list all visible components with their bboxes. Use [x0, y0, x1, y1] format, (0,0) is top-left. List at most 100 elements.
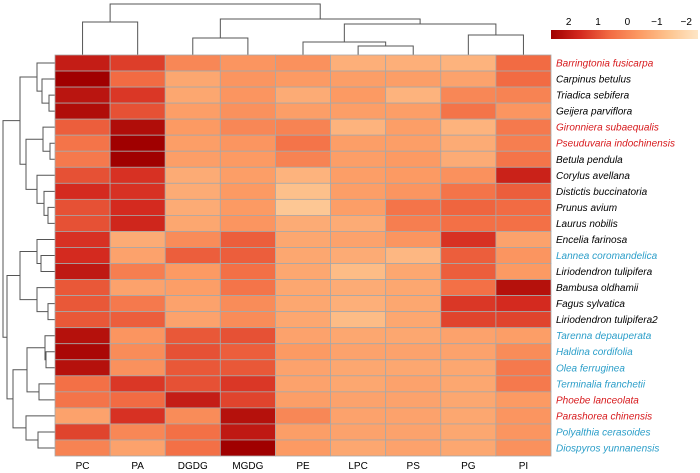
heatmap-cell [385, 343, 442, 361]
heatmap-cell [219, 102, 276, 120]
row-label: Olea ferruginea [556, 363, 625, 374]
heatmap-cell [330, 86, 387, 104]
heatmap-cell [275, 327, 331, 345]
heatmap-cell [219, 391, 276, 409]
heatmap-cell [275, 118, 331, 136]
heatmap-cell [385, 439, 442, 457]
row-label: Tarenna depauperata [556, 331, 652, 342]
column-label: PE [296, 461, 310, 472]
heatmap-cell [219, 134, 276, 152]
heatmap-cell [275, 214, 331, 232]
heatmap-cell [440, 182, 497, 200]
heatmap-cell [219, 263, 276, 280]
row-label: Betula pendula [556, 155, 623, 166]
heatmap-cell [164, 295, 221, 313]
row-label: Bambusa oldhamii [556, 283, 639, 294]
heatmap-cell [219, 247, 276, 264]
heatmap-cell [164, 423, 221, 441]
heatmap-cell [440, 102, 497, 120]
dendrogram-branch [43, 190, 55, 216]
heatmap-cell [330, 102, 387, 120]
heatmap-cell [219, 231, 276, 248]
legend-tick-label: 0 [625, 17, 631, 28]
dendrogram-branch [25, 415, 55, 441]
heatmap-cell [330, 134, 387, 152]
heatmap-cell [385, 311, 442, 329]
heatmap-cell [495, 423, 552, 441]
heatmap-cell [109, 182, 166, 200]
heatmap-cell [109, 295, 166, 313]
heatmap-cell [385, 423, 442, 441]
column-label: PA [131, 461, 144, 472]
heatmap-cell [219, 198, 276, 216]
row-label: Parashorea chinensis [556, 411, 652, 422]
heatmap-cell [275, 70, 331, 88]
heatmap-cell [219, 214, 276, 232]
heatmap-cell [219, 279, 276, 296]
row-label: Haldina cordifolia [556, 347, 633, 358]
row-labels: Barringtonia fusicarpa Carpinus betulus Tr… [556, 59, 675, 455]
heatmap-cell [385, 150, 442, 168]
heatmap-cell [440, 118, 497, 136]
heatmap-cell [330, 375, 387, 393]
row-label: Carpinus betulus [556, 75, 631, 86]
heatmap-cell [109, 407, 166, 425]
heatmap-cell [54, 311, 111, 329]
heatmap-cell [54, 118, 111, 136]
heatmap-cell [54, 247, 111, 264]
heatmap-cell [385, 134, 442, 152]
heatmap-cell [330, 407, 387, 425]
heatmap-cell [109, 118, 166, 136]
row-label: Polyalthia cerasoides [556, 427, 651, 438]
heatmap-cell [275, 54, 331, 72]
heatmap-cell [275, 295, 331, 313]
heatmap-cell [54, 295, 111, 313]
heatmap-cell [275, 391, 331, 409]
heatmap-cell [164, 134, 221, 152]
heatmap-cell [109, 166, 166, 184]
heatmap-cell [219, 327, 276, 345]
heatmap-cell [219, 359, 276, 377]
heatmap-cell [275, 311, 331, 329]
heatmap-cell [330, 359, 387, 377]
heatmap-cell [385, 70, 442, 88]
row-label: Prunus avium [556, 203, 617, 214]
dendrogram-branch [25, 138, 43, 190]
dendrogram-branch [37, 431, 55, 449]
heatmap-cell [54, 279, 111, 296]
heatmap-cell [54, 439, 111, 457]
heatmap-cell [109, 231, 166, 248]
dendrogram-branch [219, 18, 421, 38]
heatmap-cell [495, 391, 552, 409]
heatmap-cell [440, 166, 497, 184]
legend-tick-label: 1 [595, 17, 601, 28]
heatmap-cell [164, 343, 221, 361]
heatmap-cell [495, 263, 552, 280]
heatmap-cell [164, 279, 221, 296]
heatmap-cell [109, 263, 166, 280]
heatmap-cell [495, 198, 552, 216]
legend-tick-label: 2 [566, 17, 572, 28]
dendrogram-branch [19, 76, 37, 165]
heatmap-cell [495, 70, 552, 88]
heatmap-cell [54, 391, 111, 409]
heatmap-cell [440, 134, 497, 152]
heatmap-cell [109, 327, 166, 345]
row-label: Corylus avellana [556, 171, 630, 182]
heatmap-cell [275, 247, 331, 264]
heatmap-cell [275, 134, 331, 152]
heatmap-cell [330, 231, 387, 248]
heatmap-cell [54, 375, 111, 393]
row-label: Liriodendron tulipifera2 [556, 315, 658, 326]
heatmap-cell [109, 343, 166, 361]
heatmap-cell [495, 166, 552, 184]
heatmap-cell [54, 70, 111, 88]
heatmap-cell [164, 311, 221, 329]
heatmap-cell [275, 407, 331, 425]
heatmap-cell [440, 70, 497, 88]
heatmap-cell [385, 375, 442, 393]
heatmap-cell [164, 231, 221, 248]
row-label: Lannea coromandelica [556, 251, 658, 262]
heatmap-cell [219, 343, 276, 361]
legend-color-bar [551, 30, 698, 39]
